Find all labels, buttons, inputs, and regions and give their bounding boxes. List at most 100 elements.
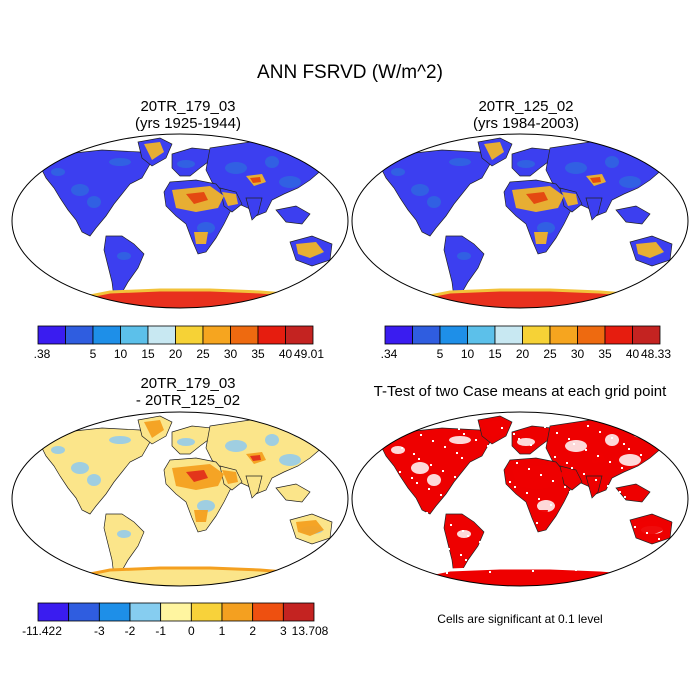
nonsignificant-cell [505, 529, 507, 531]
nonsignificant-cell [466, 482, 468, 484]
field-high-greenlandHot [144, 142, 164, 160]
colorbar-box [522, 325, 551, 345]
nonsignificant-cell [395, 519, 397, 521]
colorbar-tick-label: 40 [278, 347, 293, 361]
nonsignificant-cell [509, 481, 511, 483]
nonsignificant-cell [450, 524, 452, 526]
nonsignificant-cell [463, 433, 465, 435]
panel-title-case1-line1: 20TR_179_03 [140, 98, 236, 115]
panel-title-case2-line2: (yrs 1984-2003) [473, 115, 579, 132]
nonsignificant-cell [377, 435, 379, 437]
nonsignificant-cell [432, 440, 434, 442]
nonsignificant-cell [611, 437, 613, 439]
colorbar-box [412, 325, 441, 345]
nonsignificant-cell [407, 525, 409, 527]
colorbar-tick-label: 20 [168, 347, 183, 361]
nonsignificant-cell [460, 554, 462, 556]
colorbar-tick-label: 35 [598, 347, 612, 361]
nonsignificant-cell [416, 482, 418, 484]
colorbar-tick-label: .38 [33, 347, 51, 361]
map-border [11, 133, 349, 309]
nonsignificant-cell [430, 464, 432, 466]
nonsignificant-cell [664, 466, 666, 468]
nonsignificant-cell [622, 520, 624, 522]
nonsignificant-cell [405, 549, 407, 551]
nonsignificant-cell [679, 501, 681, 503]
nonsignificant-cell [593, 503, 595, 505]
colorbar-box [494, 325, 523, 345]
nonsignificant-cell [487, 445, 489, 447]
field-patch [427, 196, 441, 208]
nonsignificant-cell [408, 428, 410, 430]
field-patch [225, 162, 247, 174]
field-patch [279, 176, 301, 188]
nonsignificant-cell [573, 443, 575, 445]
map-layer [12, 412, 348, 586]
nonsignificant-cell [585, 449, 587, 451]
nonsignificant-cell [464, 506, 466, 508]
map-layer [12, 134, 348, 308]
nonsignificant-cell [660, 514, 662, 516]
nonsignificant-cell [621, 467, 623, 469]
nonsignificant-cell [519, 511, 521, 513]
nonsignificant-cell [454, 476, 456, 478]
field-patch [265, 156, 279, 168]
nonsignificant-cell [572, 540, 574, 542]
nonsignificant-cell [507, 505, 509, 507]
colorbar-box [577, 325, 606, 345]
nonsignificant-cell [562, 510, 564, 512]
field-high-ausHot [636, 242, 664, 258]
nonsignificant-cell [387, 465, 389, 467]
nonsignificant-cell [591, 527, 593, 529]
colorbar-box [68, 602, 100, 622]
nonsignificant-cell [434, 566, 436, 568]
field-patch [117, 252, 131, 260]
field-patch [565, 162, 587, 174]
field-patch [197, 500, 215, 512]
nonsignificant-cell [365, 429, 367, 431]
nonsignificant-cell [369, 531, 371, 533]
colorbar-tick-label: 1 [218, 624, 226, 638]
figure-title: ANN FSRVD (W/m^2) [257, 62, 443, 83]
field-peak-saharaCore [186, 470, 208, 482]
colorbar-tick-label: -1 [155, 624, 166, 638]
panel-title-case2-line1: 20TR_125_02 [478, 98, 574, 115]
field-high-kalahari [194, 232, 208, 244]
nonsignificant-cell [640, 454, 642, 456]
colorbar-box [384, 325, 413, 345]
nonsignificant-cell [579, 521, 581, 523]
colorbar-tick-label: 30 [570, 347, 585, 361]
field-peak-tibetCore [250, 177, 261, 183]
nonsignificant-cell [379, 561, 381, 563]
nonsignificant-cell [609, 461, 611, 463]
field-patch [71, 184, 89, 196]
nonsignificant-cell [630, 424, 632, 426]
field-patch [457, 252, 471, 260]
landmass-seAsia [275, 205, 311, 225]
nonsignificant-cell [385, 489, 387, 491]
field-high-ausHot [636, 520, 664, 536]
nonsignificant-cell [548, 528, 550, 530]
colorbar-tick-label: 15 [141, 347, 155, 361]
colorbar-box [221, 602, 254, 622]
field-patch [633, 152, 651, 160]
panel-title-diff-line1: 20TR_179_03 [140, 375, 236, 392]
field-high-greenlandHot [484, 420, 504, 438]
nonsignificant-cell [393, 543, 395, 545]
nonsignificant-cell [411, 477, 413, 479]
nonsignificant-cell [638, 478, 640, 480]
nonsignificant-cell [467, 535, 469, 537]
landmass-india [245, 197, 263, 221]
field-patch [537, 500, 555, 512]
colorbar-case2-labels: .34 5 10 15 20 25 30 35 40 48.33 [381, 347, 671, 363]
nonsignificant-cell [625, 569, 627, 571]
nonsignificant-cell [501, 427, 503, 429]
colorbar-box [257, 325, 286, 345]
colorbar-box [147, 325, 176, 345]
nonsignificant-cell [624, 496, 626, 498]
nonsignificant-cell [628, 448, 630, 450]
colorbar-tick-label: 5 [89, 347, 97, 361]
nonsignificant-cell [413, 453, 415, 455]
colorbar-box [285, 325, 314, 345]
nonsignificant-cell [475, 439, 477, 441]
